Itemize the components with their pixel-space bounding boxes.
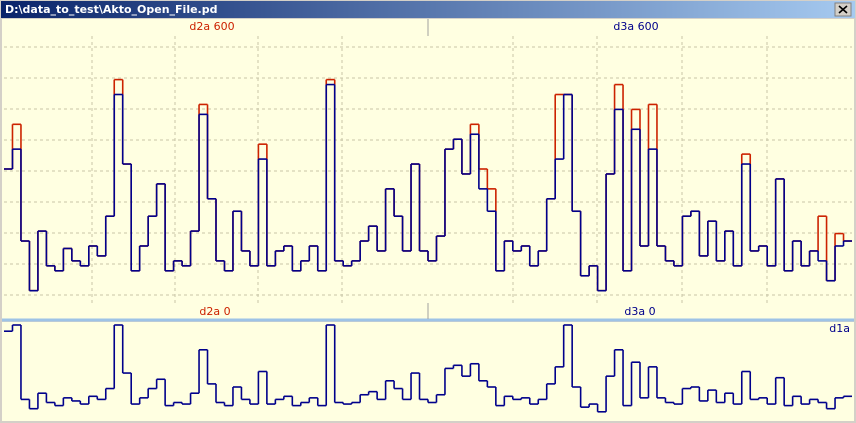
series-label: d1a [829, 322, 850, 335]
window-title: D:\data_to_test\Akto_Open_File.pd [5, 3, 218, 16]
scale-label: d2a 600 [189, 20, 234, 33]
close-button[interactable] [834, 2, 852, 17]
scale-label: d3a 600 [613, 20, 658, 33]
scale-label: d3a 0 [624, 305, 655, 318]
bottom-panel [2, 322, 854, 421]
scale-label: d2a 0 [199, 305, 230, 318]
title-bar [1, 1, 855, 18]
top-panel [2, 19, 854, 319]
